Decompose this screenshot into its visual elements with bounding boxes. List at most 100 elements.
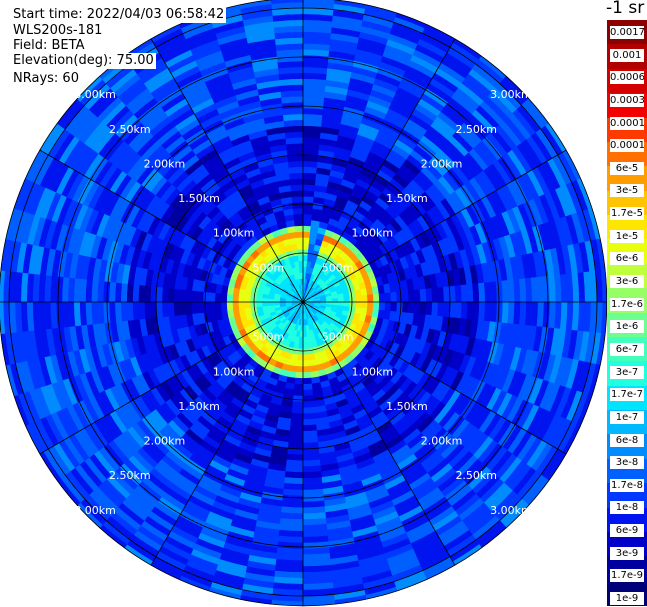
range-gate-cell	[302, 360, 311, 367]
range-gate-cell	[302, 242, 310, 250]
range-gate-cell	[437, 301, 445, 318]
range-gate-cell	[425, 301, 433, 316]
colorbar-tick-label: 1e-8	[610, 501, 644, 515]
start-time-label: Start time: 2022/04/03 06:58:42	[11, 7, 227, 23]
range-gate-cell	[302, 119, 323, 127]
range-gate-cell	[226, 293, 234, 303]
range-gate-cell	[466, 283, 474, 303]
range-gate-cell	[255, 305, 264, 313]
colorbar-tick-label: 6e-7	[610, 342, 644, 356]
range-gate-cell	[302, 248, 309, 256]
range-gate-cell	[302, 231, 311, 239]
range-gate-cell	[287, 442, 304, 450]
range-ring-label: 1.50km	[178, 192, 220, 205]
range-ring-label: 1.50km	[386, 192, 428, 205]
colorbar-tick-label: 3e-6	[610, 275, 644, 289]
range-gate-cell	[302, 471, 322, 479]
range-gate-cell	[413, 301, 421, 315]
range-gate-cell	[302, 201, 314, 209]
range-gate-cell	[460, 301, 468, 320]
range-gate-cell	[302, 383, 313, 391]
range-gate-cell	[302, 348, 309, 356]
range-gate-cell	[292, 254, 300, 263]
range-gate-cell	[349, 296, 357, 303]
range-gate-cell	[290, 412, 304, 420]
colorbar-tick-label: 0.00017	[610, 116, 644, 130]
range-gate-cell	[402, 301, 410, 314]
range-gate-cell	[243, 295, 251, 303]
range-gate-cell	[208, 291, 216, 303]
range-gate-cell	[138, 284, 146, 303]
range-gate-cell	[285, 459, 304, 467]
range-gate-cell	[267, 301, 275, 307]
range-gate-cell	[454, 301, 463, 319]
range-gate-cell	[190, 289, 199, 303]
range-gate-cell	[384, 292, 392, 303]
range-ring-label: 1.50km	[386, 400, 428, 413]
range-gate-cell	[294, 371, 304, 379]
range-gate-cell	[478, 301, 486, 322]
range-ring-label: 2.50km	[455, 469, 497, 482]
colorbar-tick-label: 1.7e-9	[610, 569, 644, 583]
range-ring-label: 3.00km	[490, 88, 532, 101]
range-gate-cell	[291, 195, 304, 203]
range-gate-cell	[361, 301, 368, 310]
range-gate-cell	[302, 195, 315, 203]
range-gate-cell	[302, 371, 312, 379]
colorbar-unit: -1 sr	[606, 0, 645, 18]
range-gate-cell	[302, 0, 336, 5]
range-gate-cell	[302, 365, 311, 373]
range-gate-cell	[460, 284, 468, 303]
range-ring-label: 2.50km	[109, 123, 151, 136]
range-gate-cell	[302, 412, 316, 420]
range-gate-cell	[302, 406, 316, 415]
range-gate-cell	[289, 424, 304, 432]
range-gate-cell	[302, 137, 321, 145]
colorbar-tick-label: 1.7e-5	[610, 207, 644, 221]
range-ring-label: 2.00km	[421, 157, 463, 170]
range-gate-cell	[361, 294, 368, 303]
range-ring-label: 1.00km	[352, 227, 394, 240]
range-ring-label: 3.00km	[74, 504, 116, 517]
range-gate-cell	[302, 354, 310, 362]
azimuth-spoke	[302, 38, 456, 303]
range-gate-cell	[292, 389, 304, 397]
range-gate-cell	[289, 178, 304, 186]
range-gate-cell	[270, 0, 304, 5]
range-gate-cell	[302, 389, 314, 397]
range-gate-cell	[261, 301, 269, 307]
range-gate-cell	[284, 131, 304, 139]
range-gate-cell	[179, 288, 187, 303]
range-gate-cell	[289, 172, 304, 180]
range-gate-cell	[126, 283, 134, 303]
range-gate-cell	[302, 172, 317, 180]
range-gate-cell	[302, 342, 309, 350]
range-gate-cell	[286, 453, 304, 462]
azimuth-spoke	[39, 149, 304, 303]
range-gate-cell	[255, 301, 263, 308]
range-gate-cell	[302, 465, 322, 473]
range-gate-cell	[302, 424, 317, 432]
range-gate-cell	[472, 301, 480, 321]
colorbar-tick-label: 6e-6	[610, 252, 644, 266]
range-gate-cell	[396, 291, 404, 303]
range-gate-cell	[290, 189, 304, 198]
range-gate-cell	[298, 266, 304, 274]
range-ring-label: 500m	[322, 331, 354, 344]
range-gate-cell	[337, 297, 345, 303]
range-gate-cell	[396, 301, 404, 313]
range-gate-cell	[173, 301, 181, 316]
range-gate-cell	[214, 301, 222, 312]
range-gate-cell	[273, 301, 280, 306]
range-gate-cell	[249, 296, 257, 303]
range-gate-cell	[443, 286, 451, 303]
range-gate-cell	[289, 418, 304, 426]
range-gate-cell	[302, 330, 308, 338]
range-ring-label: 1.00km	[213, 365, 255, 378]
colorbar-tick-label: 0.0017	[610, 26, 644, 39]
range-gate-cell	[132, 301, 140, 321]
range-ring-label: 1.00km	[213, 227, 255, 240]
range-gate-cell	[220, 301, 228, 311]
range-gate-cell	[302, 453, 320, 462]
range-gate-cell	[372, 293, 380, 303]
